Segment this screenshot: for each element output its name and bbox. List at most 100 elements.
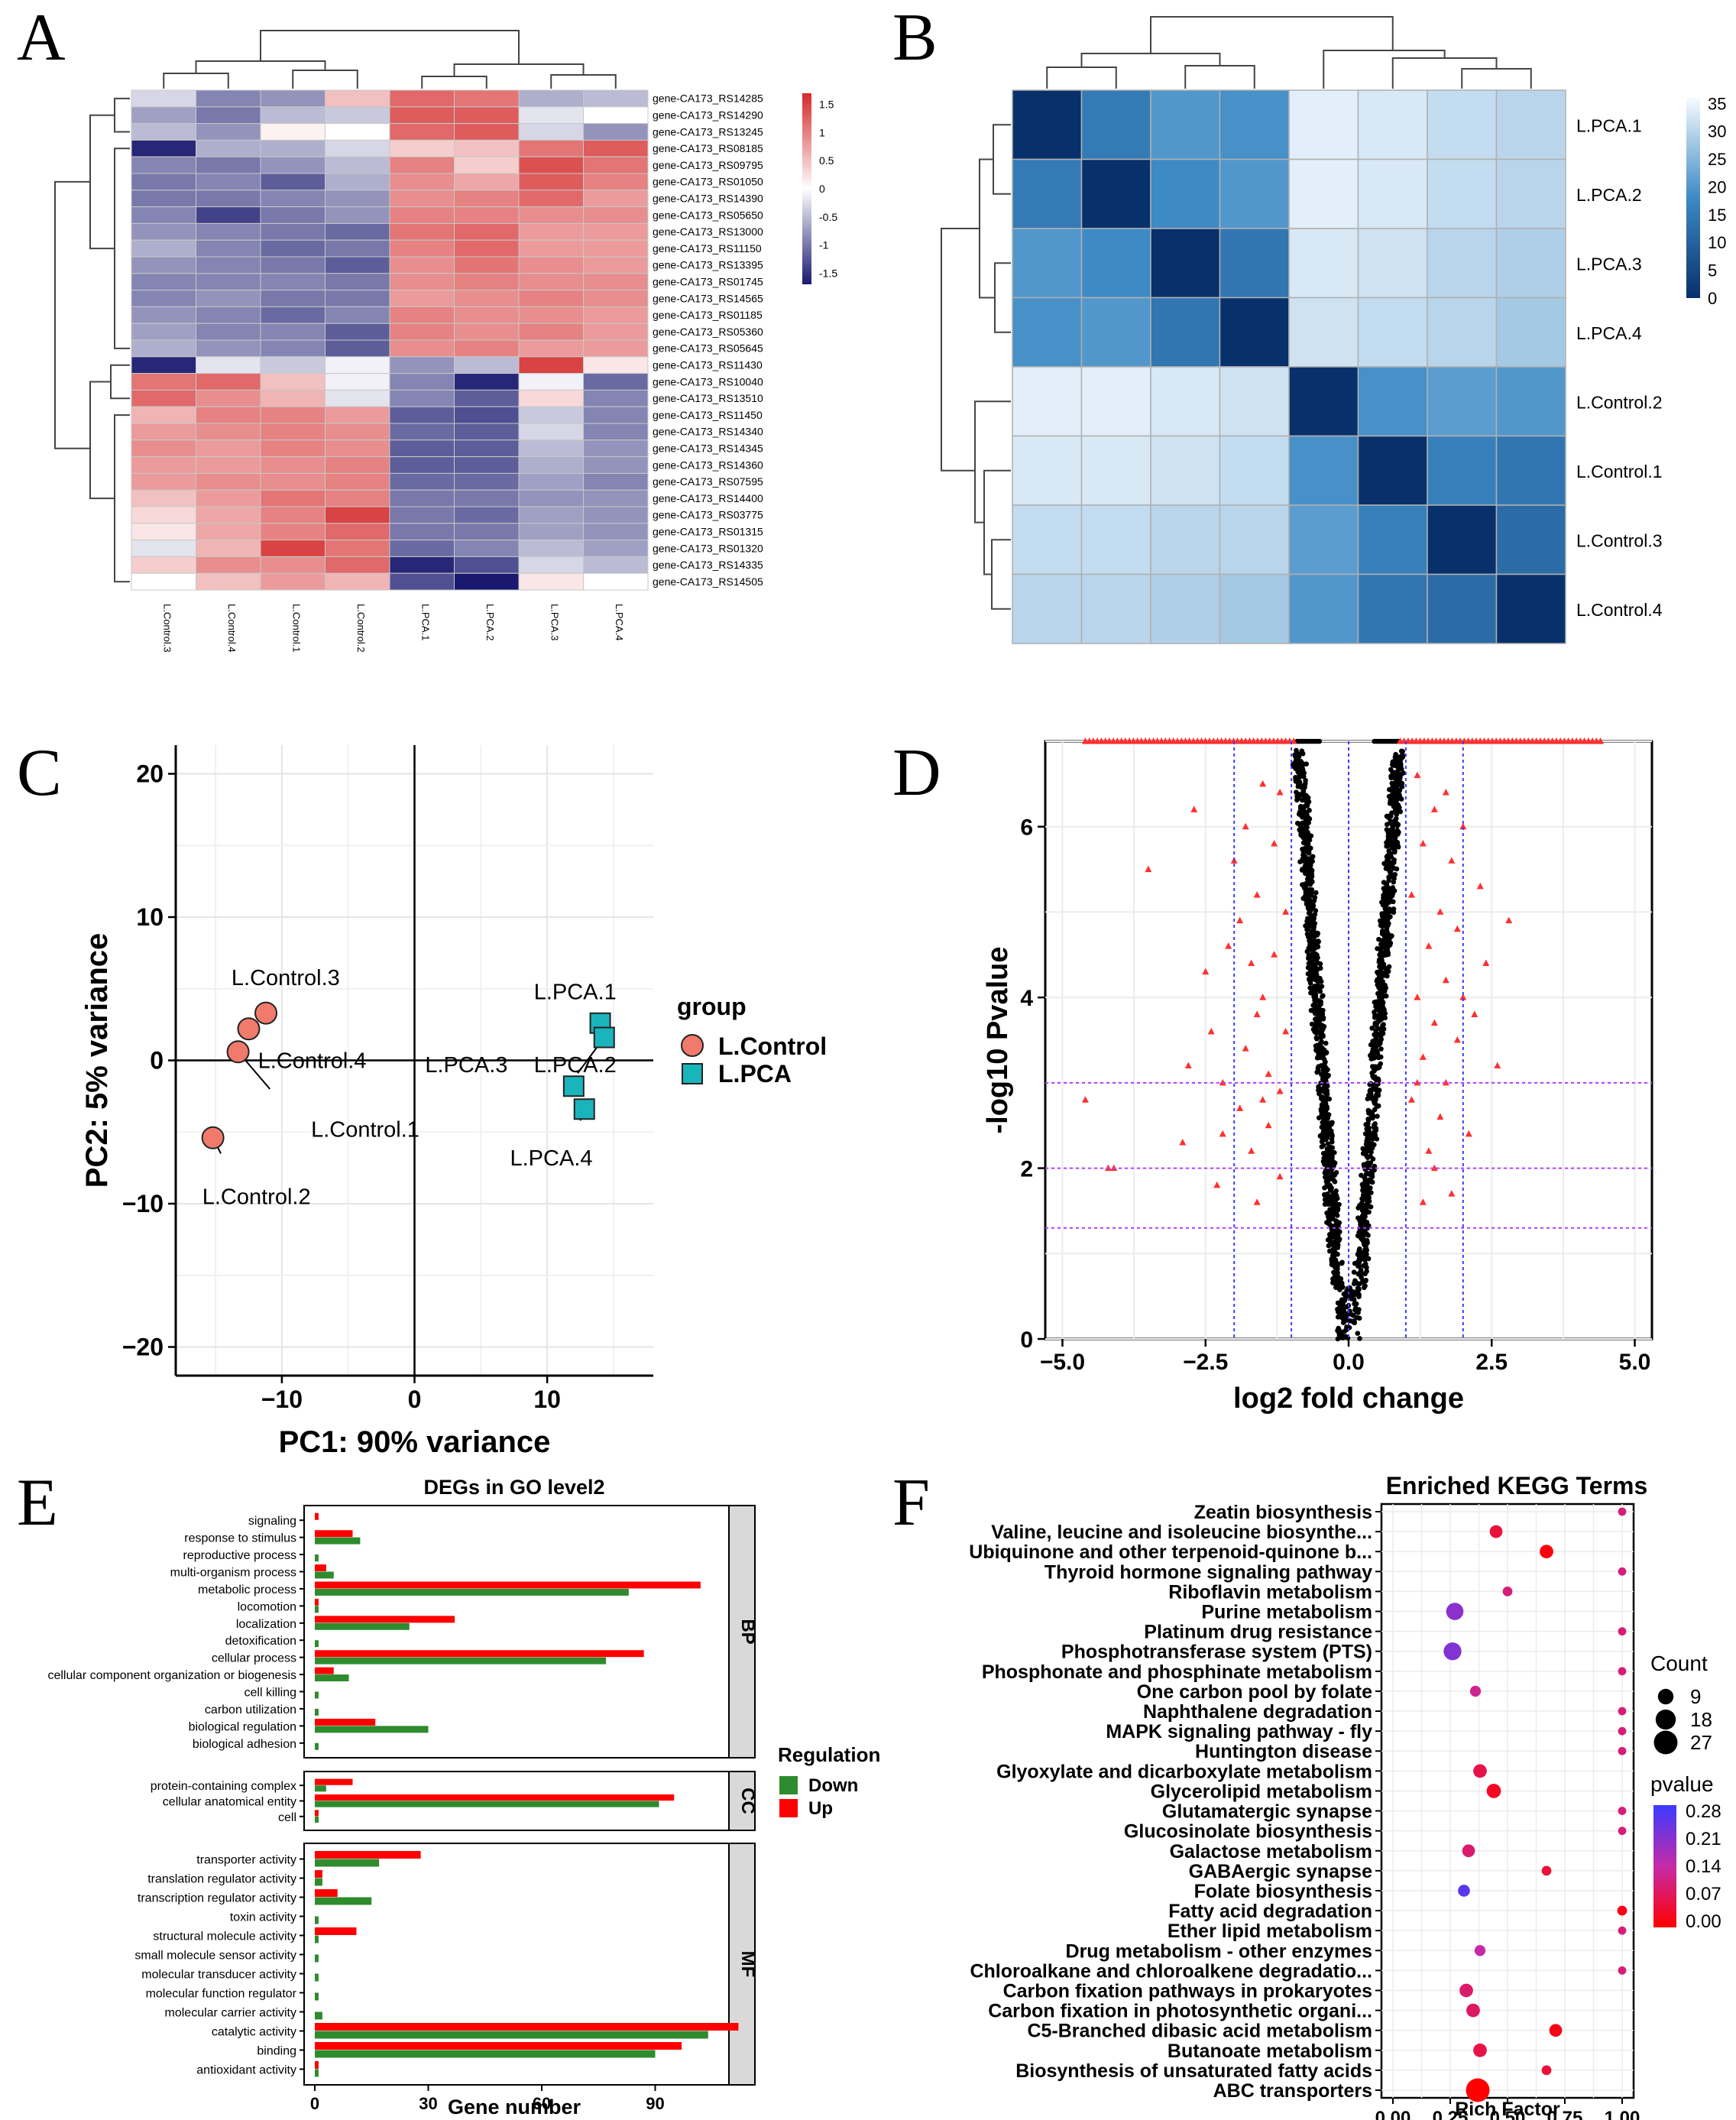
heatmap-cell [196,306,261,324]
dendrogram-link [1461,68,1532,89]
volcano-point [1388,869,1394,875]
volcano-point [1339,1335,1345,1340]
category-label: molecular function regulator [146,1988,297,2001]
heatmap-cell [389,306,455,324]
heatmap-cell [260,256,326,274]
volcano-point [1333,1262,1339,1268]
bar-down [315,1640,319,1648]
heatmap-cell [454,323,520,341]
correlation-cell [1427,89,1498,160]
bar-down [315,1537,361,1545]
category-label: transcription regulator activity [138,1892,296,1905]
significant-point [1442,789,1449,796]
volcano-point [1385,856,1391,862]
heatmap-cell [518,489,584,507]
volcano-point [1385,907,1390,913]
volcano-point [1324,1179,1330,1185]
x-tick-label: 10 [533,1386,561,1413]
enrichment-dot [1549,2024,1563,2037]
volcano-point [1320,1033,1326,1039]
x-tick-label: −2.5 [1183,1350,1228,1375]
volcano-point [1322,1192,1328,1198]
volcano-point [1357,1336,1362,1341]
volcano-point [1362,1283,1368,1289]
heatmap-cell [131,356,196,374]
row-label: gene-CA173_RS11150 [653,242,762,254]
volcano-point [1356,1294,1362,1299]
heatmap-cell [260,190,326,208]
term-label: Glucosinolate biosynthesis [1124,1821,1372,1843]
volcano-point [1351,1281,1357,1287]
volcano-point [1372,1124,1378,1130]
volcano-point [1326,1201,1331,1207]
legend-tick-label: 35 [1708,94,1726,113]
volcano-point [1371,1098,1377,1104]
significant-point [1476,882,1484,890]
volcano-point [1372,1000,1378,1005]
heatmap-cell [518,556,584,574]
heatmap-cell [454,540,520,557]
correlation-cell [1080,435,1151,506]
term-label: C5-Branched dibasic acid metabolism [1027,2021,1372,2042]
volcano-point [1304,761,1310,767]
enrichment-dot [1618,1627,1627,1636]
significant-point [1442,1078,1449,1086]
volcano-point [1320,1054,1326,1059]
heatmap-cell [325,139,390,157]
legend-tick-label: 30 [1708,122,1726,141]
category-label: carbon utilization [205,1703,296,1716]
bar-down [315,1801,659,1807]
heatmap-cell [583,356,649,374]
volcano-point [1323,1101,1329,1107]
volcano-point [1308,959,1313,964]
category-label: multi-organism process [170,1567,296,1580]
volcano-point [1300,835,1307,841]
volcano-point [1363,1187,1368,1193]
chart-title: DEGs in GO level2 [423,1476,604,1499]
significant-point [1419,840,1427,847]
heatmap-cell [518,506,584,524]
volcano-point [1364,1237,1370,1243]
significant-point [1436,1113,1444,1120]
volcano-point [1307,981,1313,986]
bar-down [315,1726,429,1733]
volcano-point [1360,1202,1365,1208]
volcano-point [1384,827,1390,832]
volcano-point [1307,881,1312,887]
bar-down [315,1878,322,1886]
volcano-point [1330,1229,1336,1235]
significant-point [1453,925,1461,932]
volcano-point [1379,1007,1385,1013]
volcano-point [1400,748,1406,754]
dendrogram-link [54,180,90,449]
point-label: L.Control.3 [232,966,340,990]
volcano-point [1363,1246,1369,1252]
volcano-point [1375,1091,1381,1097]
significant-point [1407,891,1415,898]
panel-label-c: C [17,736,62,810]
volcano-point [1378,1061,1384,1067]
significant-point [1419,1053,1427,1060]
volcano-point [1359,1222,1365,1228]
volcano-point [1294,797,1300,803]
volcano-point [1339,1298,1345,1303]
heatmap-cell [389,373,455,391]
volcano-point [1331,1203,1337,1209]
heatmap-cell [131,256,196,274]
scatter-point-control [226,1040,250,1064]
volcano-point [1393,815,1399,822]
category-label: reproductive process [183,1549,296,1562]
volcano-point [1307,938,1312,944]
volcano-point [1335,1232,1341,1238]
heatmap-cell [583,306,649,324]
volcano-point [1391,872,1398,878]
bar-up [315,1512,319,1520]
category-label: cellular component organization or bioge… [47,1669,296,1682]
volcano-point [1317,1040,1323,1046]
volcano-point [1352,1289,1358,1295]
volcano-point [1371,1042,1376,1048]
heatmap-cell [196,540,261,557]
volcano-point [1355,1331,1361,1336]
volcano-point [1307,942,1313,948]
volcano-point [1348,1318,1354,1324]
